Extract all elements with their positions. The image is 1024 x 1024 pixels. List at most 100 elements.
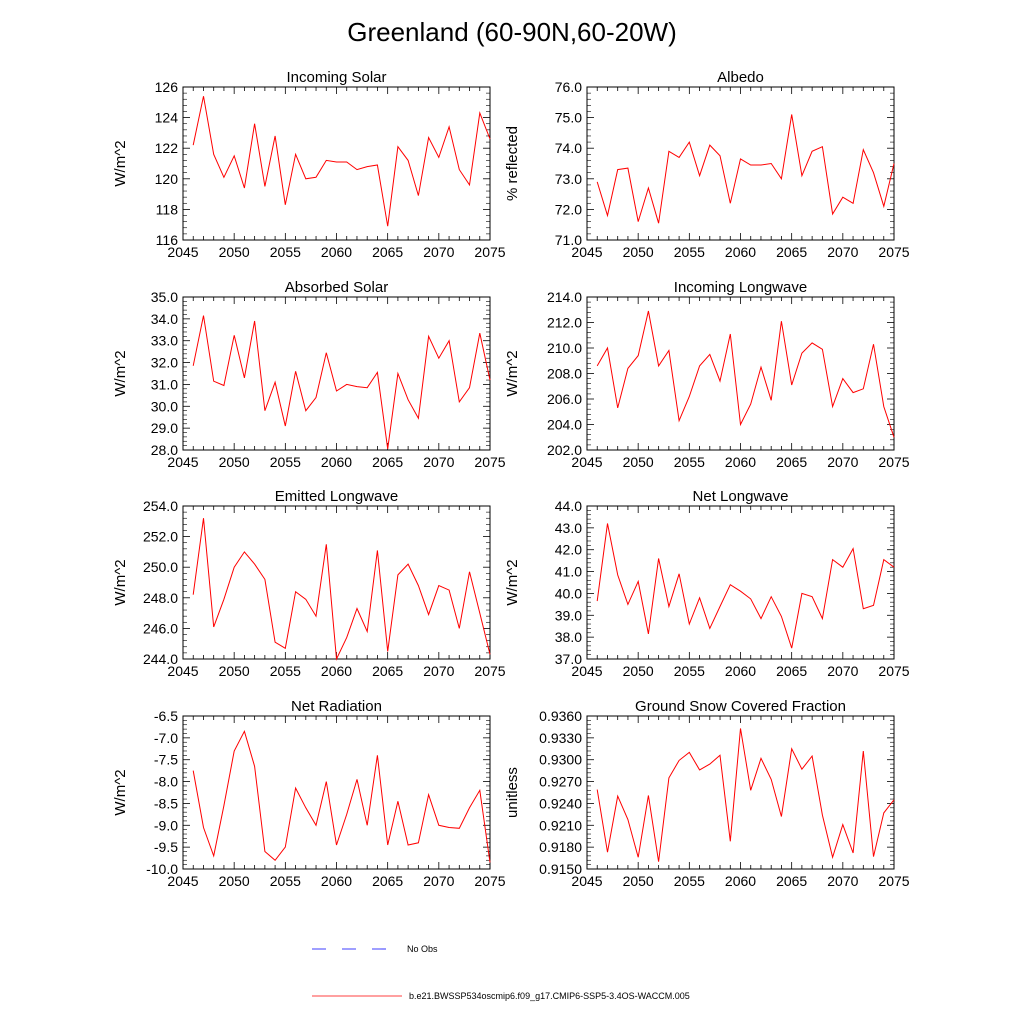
panel-grid: Incoming Solar 2045 2050 2055 2060 2065 2070 20… xyxy=(112,69,910,889)
y-tick-label: 34.0 xyxy=(151,311,178,327)
x-tick-label: 2055 xyxy=(270,244,301,260)
x-tick-label: 2070 xyxy=(423,873,454,889)
x-tick-label: 2065 xyxy=(776,454,807,470)
x-tick-label: 2050 xyxy=(623,873,654,889)
plot-frame xyxy=(182,715,491,870)
x-tick-label: 2070 xyxy=(827,244,858,260)
series-line xyxy=(192,729,491,863)
y-axis-label: W/m^2 xyxy=(112,350,129,396)
x-tick-label: 2065 xyxy=(776,244,807,260)
x-tick-label: 2045 xyxy=(571,244,602,260)
y-tick-label: 29.0 xyxy=(151,420,178,436)
y-tick-label: 124 xyxy=(155,110,179,126)
panel-title: Ground Snow Covered Fraction xyxy=(635,698,846,715)
series-line xyxy=(596,523,895,649)
legend-model-label: b.e21.BWSSP534oscmip6.f09_g17.CMIP6-SSP5… xyxy=(409,991,690,1001)
x-tick-label: 2060 xyxy=(321,873,352,889)
chart-panel: Net Radiation 2045 2050 2055 2060 2065 2070 207… xyxy=(112,698,506,889)
plot-frame xyxy=(182,86,491,241)
x-tick-label: 2075 xyxy=(878,244,909,260)
x-tick-label: 2065 xyxy=(776,873,807,889)
x-tick-label: 2045 xyxy=(167,244,198,260)
y-tick-label: 0.9330 xyxy=(539,730,582,746)
x-tick-label: 2075 xyxy=(474,873,505,889)
x-tick-label: 2065 xyxy=(776,663,807,679)
y-tick-label: 210.0 xyxy=(547,340,582,356)
series-line xyxy=(596,114,895,224)
x-tick-label: 2065 xyxy=(372,454,403,470)
y-tick-label: 254.0 xyxy=(143,498,178,514)
y-tick-label: 28.0 xyxy=(151,442,178,458)
y-tick-label: 0.9210 xyxy=(539,817,582,833)
y-tick-label: 120 xyxy=(155,171,179,187)
y-tick-label: -6.5 xyxy=(154,708,178,724)
x-tick-label: 2055 xyxy=(270,663,301,679)
x-tick-label: 2060 xyxy=(321,663,352,679)
y-tick-label: 30.0 xyxy=(151,398,178,414)
panel-title: Net Radiation xyxy=(291,698,382,715)
x-tick-label: 2060 xyxy=(725,244,756,260)
y-tick-label: 118 xyxy=(156,201,179,217)
panel-title: Albedo xyxy=(717,69,764,86)
y-axis-label: W/m^2 xyxy=(112,140,129,186)
y-tick-label: 76.0 xyxy=(555,79,582,95)
y-tick-label: 202.0 xyxy=(547,442,582,458)
x-tick-label: 2045 xyxy=(571,663,602,679)
x-tick-label: 2065 xyxy=(372,244,403,260)
x-tick-label: 2060 xyxy=(725,454,756,470)
x-tick-label: 2055 xyxy=(270,873,301,889)
y-axis-label: W/m^2 xyxy=(504,350,521,396)
x-tick-label: 2065 xyxy=(372,663,403,679)
y-tick-label: 73.0 xyxy=(555,171,582,187)
y-tick-label: 38.0 xyxy=(555,629,582,645)
x-tick-label: 2050 xyxy=(623,454,654,470)
y-tick-label: 0.9360 xyxy=(539,708,582,724)
x-tick-label: 2075 xyxy=(878,663,909,679)
y-tick-label: 212.0 xyxy=(547,315,582,331)
y-tick-label: 72.0 xyxy=(555,201,582,217)
y-tick-label: 126 xyxy=(155,79,179,95)
y-tick-label: 208.0 xyxy=(547,366,582,382)
panel-title: Incoming Longwave xyxy=(674,279,807,296)
x-tick-label: 2050 xyxy=(219,454,250,470)
x-tick-label: 2060 xyxy=(725,663,756,679)
y-tick-label: 40.0 xyxy=(555,585,582,601)
x-tick-label: 2045 xyxy=(571,454,602,470)
x-tick-label: 2055 xyxy=(674,873,705,889)
y-tick-label: -8.5 xyxy=(154,795,178,811)
y-tick-label: -9.5 xyxy=(154,839,178,855)
y-tick-label: 246.0 xyxy=(143,620,178,636)
y-tick-label: 252.0 xyxy=(143,529,178,545)
x-tick-label: 2045 xyxy=(167,663,198,679)
x-tick-label: 2070 xyxy=(827,873,858,889)
x-tick-label: 2075 xyxy=(474,244,505,260)
panel-title: Net Longwave xyxy=(693,488,789,505)
y-tick-label: -10.0 xyxy=(146,861,178,877)
plot-frame xyxy=(586,296,895,451)
series-line xyxy=(192,518,491,661)
x-tick-label: 2045 xyxy=(167,454,198,470)
x-tick-label: 2055 xyxy=(270,454,301,470)
y-axis-label: unitless xyxy=(504,767,521,818)
chart-panel: Emitted Longwave 2045 2050 2055 2060 2065 2070… xyxy=(112,488,506,679)
x-tick-label: 2075 xyxy=(878,873,909,889)
chart-panel: Absorbed Solar 2045 2050 2055 2060 2065 2070 20… xyxy=(112,279,506,470)
plot-frame xyxy=(182,296,491,451)
x-tick-label: 2050 xyxy=(623,663,654,679)
y-axis-label: % reflected xyxy=(504,126,521,201)
y-tick-label: 39.0 xyxy=(555,607,582,623)
x-tick-label: 2060 xyxy=(321,244,352,260)
y-tick-label: 214.0 xyxy=(547,289,582,305)
y-tick-label: -8.0 xyxy=(154,774,178,790)
chart-panel: Incoming Solar 2045 2050 2055 2060 2065 2070 20… xyxy=(112,69,506,260)
page-title: Greenland (60-90N,60-20W) xyxy=(347,17,677,47)
y-tick-label: 250.0 xyxy=(143,559,178,575)
y-tick-label: 244.0 xyxy=(143,651,178,667)
x-tick-label: 2065 xyxy=(372,873,403,889)
x-tick-label: 2070 xyxy=(423,244,454,260)
series-line xyxy=(596,728,895,862)
x-tick-label: 2075 xyxy=(878,454,909,470)
x-tick-label: 2050 xyxy=(219,244,250,260)
y-tick-label: -7.0 xyxy=(154,730,178,746)
y-tick-label: 44.0 xyxy=(555,498,582,514)
